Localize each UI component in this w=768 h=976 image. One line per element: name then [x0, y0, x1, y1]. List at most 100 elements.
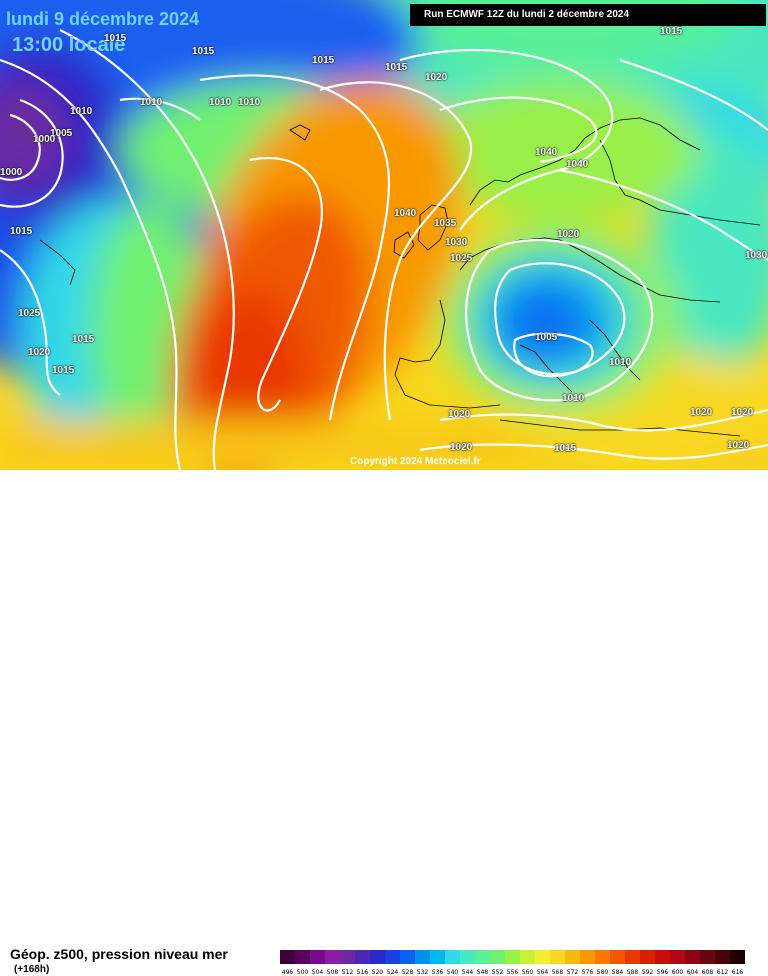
scale-swatch	[520, 950, 535, 964]
scale-swatch	[370, 950, 385, 964]
isobar-label: 1015	[52, 365, 75, 376]
scale-swatch	[625, 950, 640, 964]
scale-swatch	[655, 950, 670, 964]
isobar-label: 1040	[535, 147, 558, 158]
forecast-time: 13:00 locale	[12, 34, 126, 56]
scale-label: 616	[731, 969, 744, 976]
isobar-label: 1015	[312, 55, 335, 66]
scale-swatch	[580, 950, 595, 964]
scale-label: 544	[461, 969, 474, 976]
scale-label: 608	[701, 969, 714, 976]
z500-field	[0, 0, 768, 470]
scale-label: 588	[626, 969, 639, 976]
scale-label: 572	[566, 969, 579, 976]
scale-swatch	[640, 950, 655, 964]
scale-label: 612	[716, 969, 729, 976]
scale-label: 496	[281, 969, 294, 976]
scale-label: 604	[686, 969, 699, 976]
scale-swatch	[535, 950, 550, 964]
isobar-label: 1010	[562, 393, 585, 404]
scale-swatch	[385, 950, 400, 964]
scale-label: 576	[581, 969, 594, 976]
isobar-label: 1040	[394, 208, 417, 219]
isobar-label: 1015	[554, 443, 577, 454]
scale-swatch	[595, 950, 610, 964]
isobar-label: 1025	[450, 253, 473, 264]
scale-swatch	[730, 950, 745, 964]
scale-label: 512	[341, 969, 354, 976]
scale-label: 584	[611, 969, 624, 976]
isobar-label: 1005	[535, 332, 558, 343]
scale-label: 592	[641, 969, 654, 976]
scale-swatch	[355, 950, 370, 964]
scale-swatch	[565, 950, 580, 964]
isobar-label: 1020	[727, 440, 750, 451]
scale-swatch	[475, 950, 490, 964]
scale-label: 520	[371, 969, 384, 976]
scale-swatch	[445, 950, 460, 964]
scale-label: 560	[521, 969, 534, 976]
scale-swatch	[610, 950, 625, 964]
scale-label: 528	[401, 969, 414, 976]
scale-swatch	[460, 950, 475, 964]
isobar-label: 1035	[434, 218, 457, 229]
isobar-label: 1010	[609, 357, 632, 368]
scale-label: 508	[326, 969, 339, 976]
isobar-label: 1030	[445, 237, 468, 248]
isobar-label: 1010	[209, 97, 232, 108]
isobar-label: 1020	[690, 407, 713, 418]
isobar-label: 1015	[10, 226, 33, 237]
scale-label: 524	[386, 969, 399, 976]
forecast-map: lundi 9 décembre 2024 13:00 locale Run E…	[0, 0, 768, 470]
isobar-label: 1015	[660, 26, 683, 37]
scale-label: 504	[311, 969, 324, 976]
scale-label: 516	[356, 969, 369, 976]
product-title: Géop. z500, pression niveau mer	[10, 946, 228, 962]
scale-swatch	[325, 950, 340, 964]
isobar-label: 1000	[33, 134, 56, 145]
isobar-label: 1020	[425, 72, 448, 83]
scale-swatch	[415, 950, 430, 964]
scale-label: 600	[671, 969, 684, 976]
scale-swatch	[310, 950, 325, 964]
scale-swatch	[550, 950, 565, 964]
scale-swatch	[505, 950, 520, 964]
scale-label: 580	[596, 969, 609, 976]
isobar-label: 1020	[448, 409, 471, 420]
lead-time: (+168h)	[14, 964, 50, 975]
scale-label: 552	[491, 969, 504, 976]
isobar-label: 1010	[238, 97, 261, 108]
scale-swatch	[400, 950, 415, 964]
isobar-label: 1015	[104, 33, 127, 44]
isobar-label: 1020	[731, 407, 754, 418]
isobar-label: 1030	[745, 250, 768, 261]
scale-label: 568	[551, 969, 564, 976]
color-scale-labels: 496 500 504 508 512 516 520 524 528 532 536 540 544 5…	[280, 969, 745, 976]
scale-swatch	[700, 950, 715, 964]
isobar-label: 1015	[72, 334, 95, 345]
isobar-label: 1020	[557, 229, 580, 240]
isobar-label: 1025	[18, 308, 41, 319]
isobar-label: 1000	[0, 167, 23, 178]
scale-swatch	[280, 950, 295, 964]
model-run-banner: Run ECMWF 12Z du lundi 2 décembre 2024	[410, 4, 766, 26]
scale-label: 540	[446, 969, 459, 976]
copyright-notice: Copyright 2024 Meteociel.fr	[350, 456, 481, 467]
scale-swatch	[295, 950, 310, 964]
isobar-label: 1040	[566, 159, 589, 170]
scale-label: 564	[536, 969, 549, 976]
scale-swatch	[430, 950, 445, 964]
isobar-label: 1005	[50, 128, 73, 139]
isobar-label: 1020	[450, 442, 473, 453]
isobar-label: 1010	[140, 97, 163, 108]
scale-swatch	[340, 950, 355, 964]
isobar-label: 1015	[385, 62, 408, 73]
scale-label: 500	[296, 969, 309, 976]
color-scale-bar	[280, 950, 745, 964]
isobar-lines	[0, 29, 768, 470]
scale-swatch	[715, 950, 730, 964]
scale-swatch	[685, 950, 700, 964]
isobar-label: 1015	[192, 46, 215, 57]
scale-label: 596	[656, 969, 669, 976]
scale-label: 532	[416, 969, 429, 976]
